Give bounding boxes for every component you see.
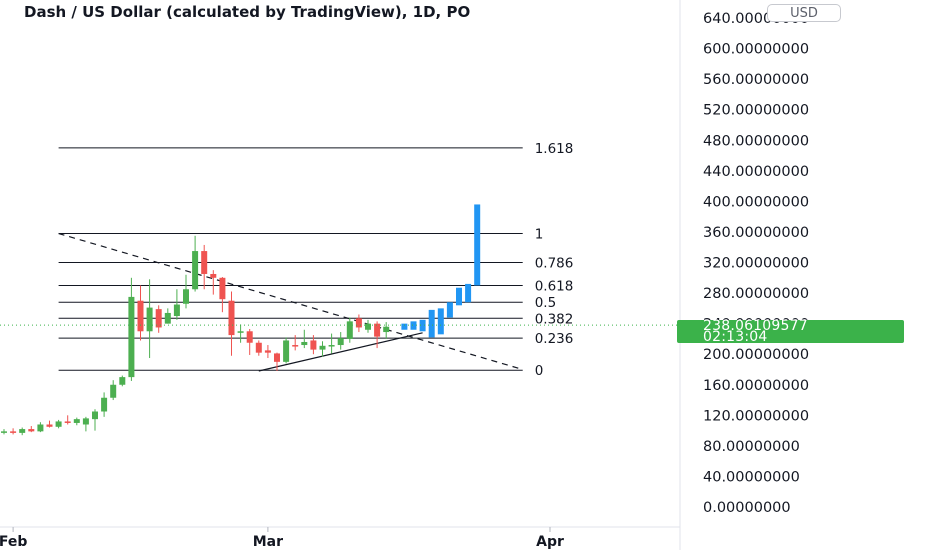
candle-down: [64, 421, 71, 423]
fib-level-label: 1: [535, 226, 544, 242]
candle-down: [255, 342, 262, 353]
candle-up: [146, 307, 153, 332]
candle-down: [310, 340, 317, 350]
candle-down: [137, 300, 144, 332]
projection-bar: [410, 321, 417, 330]
candle-up: [101, 397, 108, 412]
time-axis-label: Mar: [253, 534, 283, 550]
candle-up: [301, 341, 308, 346]
candle-up: [183, 289, 189, 304]
candle-up: [55, 421, 62, 427]
candle-down: [274, 353, 280, 362]
time-axis-label: Feb: [0, 534, 27, 550]
chart-title: Dash / US Dollar (calculated by TradingV…: [24, 3, 471, 21]
price-axis-label: 560.00000000: [703, 72, 809, 88]
dashed-trendline[interactable]: [58, 232, 523, 371]
projection-bar: [401, 323, 408, 330]
candle-up: [328, 345, 335, 347]
fib-level-label: 1.618: [535, 141, 574, 157]
price-axis-label: 400.00000000: [703, 194, 809, 210]
candle-up: [19, 429, 26, 433]
currency-button[interactable]: USD: [767, 4, 841, 22]
fib-level-label: 0.382: [535, 311, 574, 327]
candle-up: [73, 419, 80, 423]
candlestick-series: [1, 235, 390, 436]
projection-bar: [465, 283, 472, 303]
candle-up: [119, 377, 126, 385]
candle-down: [355, 318, 362, 328]
candle-down: [219, 277, 226, 300]
fib-level-label: 0.618: [535, 278, 574, 294]
projection-bar: [446, 302, 453, 318]
price-axis-label: 40.00000000: [703, 469, 800, 485]
candle-down: [292, 345, 299, 347]
candle-down: [264, 350, 271, 353]
candle-up: [164, 312, 171, 324]
projection-bar: [419, 319, 426, 332]
last-price-tag: 238.06109577 02:13:04: [677, 318, 904, 345]
candle-up: [110, 384, 117, 398]
candle-down: [228, 300, 235, 336]
candle-down: [28, 429, 35, 432]
candle-up: [283, 340, 290, 362]
candle-up: [383, 326, 390, 333]
projection-bar: [456, 287, 462, 306]
candle-up: [82, 418, 89, 425]
candle-down: [374, 323, 381, 337]
price-axis-label: 440.00000000: [703, 164, 809, 180]
fib-level-label: 0.236: [535, 331, 574, 347]
candle-up: [1, 431, 7, 433]
candle-down: [10, 431, 17, 433]
time-axis[interactable]: Feb Mar Apr: [0, 526, 680, 550]
candle-down: [155, 309, 162, 328]
candle-up: [337, 338, 344, 346]
candle-down: [46, 424, 53, 427]
price-axis-label: 600.00000000: [703, 42, 809, 58]
bar-countdown: 02:13:04: [703, 329, 768, 345]
candle-up: [128, 296, 135, 378]
price-axis-label: 280.00000000: [703, 286, 809, 302]
price-axis-label: 200.00000000: [703, 347, 809, 363]
price-axis-label: 160.00000000: [703, 378, 809, 394]
price-axis-label: 480.00000000: [703, 133, 809, 149]
candle-up: [192, 251, 199, 290]
projection-bar: [428, 309, 435, 338]
fib-level-label: 0.786: [535, 256, 574, 272]
candle-up: [37, 424, 44, 432]
price-axis-label: 520.00000000: [703, 103, 809, 119]
candle-up: [237, 331, 244, 333]
price-axis[interactable]: 640.00000000600.00000000560.00000000520.…: [679, 0, 809, 550]
time-axis-label: Apr: [536, 534, 564, 550]
candle-up: [92, 411, 98, 420]
candle-down: [246, 331, 253, 343]
fib-level-label: 0.5: [535, 295, 556, 311]
price-axis-label: 120.00000000: [703, 408, 809, 424]
price-axis-label: 360.00000000: [703, 225, 809, 241]
support-trendline[interactable]: [258, 332, 423, 372]
price-axis-label: 0.00000000: [703, 500, 791, 516]
candle-up: [173, 304, 180, 316]
trendlines[interactable]: [58, 232, 523, 372]
candle-up: [319, 345, 326, 350]
candle-down: [201, 251, 208, 274]
projection-bar: [437, 308, 444, 335]
fib-level-label: 0: [535, 363, 544, 379]
candle-up: [365, 323, 371, 330]
price-axis-label: 80.00000000: [703, 439, 800, 455]
projection-bar: [474, 204, 481, 286]
last-price-value: 238.06109577: [703, 318, 808, 334]
projection-bars: [401, 204, 481, 338]
price-axis-label: 320.00000000: [703, 256, 809, 272]
candle-down: [210, 273, 217, 278]
candle-up: [346, 321, 353, 339]
